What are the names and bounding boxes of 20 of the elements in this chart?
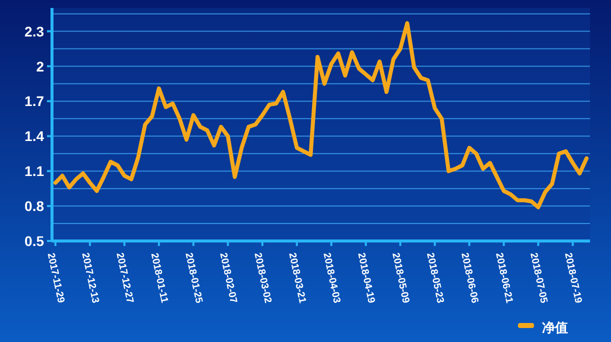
x-tick-label: 2018-03-21 xyxy=(286,252,308,305)
y-tick-label: 0.5 xyxy=(24,233,44,249)
x-tick-label: 2017-11-29 xyxy=(44,252,66,304)
y-tick-label: 2.3 xyxy=(24,23,44,40)
x-tick-label: 2018-05-23 xyxy=(424,252,446,305)
x-tick-label: 2017-12-13 xyxy=(79,252,101,305)
x-tick-label: 2018-06-21 xyxy=(493,252,515,305)
x-tick-label: 2018-07-19 xyxy=(562,252,584,305)
x-tick-label: 2018-04-03 xyxy=(320,252,342,305)
y-tick-label: 1.1 xyxy=(24,163,44,180)
x-tick-label: 2018-05-09 xyxy=(390,252,412,305)
y-tick-label: 2 xyxy=(36,58,44,74)
y-tick-label: 1.7 xyxy=(24,93,44,110)
x-tick-label: 2018-04-19 xyxy=(355,252,377,305)
y-tick-label: 0.8 xyxy=(24,198,44,214)
y-tick-label: 1.4 xyxy=(24,128,44,144)
line-series xyxy=(53,21,589,210)
legend-label: 净值 xyxy=(542,320,568,335)
x-tick-label: 2018-06-06 xyxy=(458,252,480,305)
x-tick-label: 2018-01-11 xyxy=(148,252,170,304)
